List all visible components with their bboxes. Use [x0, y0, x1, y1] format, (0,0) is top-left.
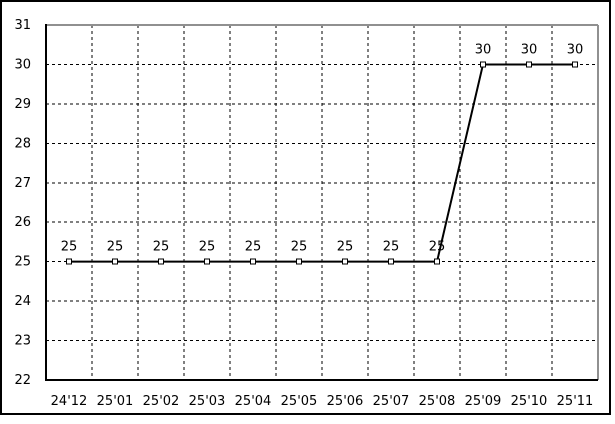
- point-label: 25: [337, 240, 354, 255]
- point-label: 30: [521, 42, 538, 57]
- data-point-marker: [434, 258, 440, 265]
- data-point-marker: [66, 258, 72, 265]
- y-tick-label: 31: [14, 18, 31, 33]
- x-tick-label: 25'06: [327, 394, 364, 409]
- point-label: 25: [199, 240, 216, 255]
- y-tick-label: 23: [14, 334, 31, 349]
- x-tick-label: 25'01: [97, 394, 134, 409]
- x-tick-label: 25'09: [465, 394, 502, 409]
- data-point-marker: [158, 258, 164, 265]
- x-tick-label: 25'03: [189, 394, 226, 409]
- point-label: 25: [429, 240, 446, 255]
- point-label: 30: [567, 42, 584, 57]
- point-label: 25: [107, 240, 124, 255]
- y-tick-label: 27: [14, 176, 31, 191]
- x-tick-label: 24'12: [51, 394, 88, 409]
- point-label: 25: [245, 240, 262, 255]
- x-tick-label: 25'11: [557, 394, 594, 409]
- data-point-marker: [526, 61, 532, 68]
- data-point-marker: [388, 258, 394, 265]
- y-tick-label: 25: [14, 255, 31, 270]
- y-tick-label: 24: [14, 294, 31, 309]
- point-label: 25: [153, 240, 170, 255]
- x-tick-label: 25'02: [143, 394, 180, 409]
- data-point-marker: [112, 258, 118, 265]
- data-point-marker: [480, 61, 486, 68]
- y-tick-label: 28: [14, 136, 31, 151]
- data-line: [69, 63, 575, 263]
- x-tick-label: 25'07: [373, 394, 410, 409]
- x-tick-label: 25'08: [419, 394, 456, 409]
- window-border: [0, 0, 611, 415]
- data-point-marker: [204, 258, 210, 265]
- x-tick-label: 25'04: [235, 394, 272, 409]
- data-point-marker: [572, 61, 578, 68]
- point-label: 25: [383, 240, 400, 255]
- point-label: 25: [61, 240, 78, 255]
- data-point-marker: [250, 258, 256, 265]
- point-label: 25: [291, 240, 308, 255]
- y-tick-label: 30: [14, 57, 31, 72]
- x-tick-label: 25'10: [511, 394, 548, 409]
- y-tick-label: 29: [14, 97, 31, 112]
- data-point-marker: [342, 258, 348, 265]
- y-tick-label: 26: [14, 215, 31, 230]
- y-tick-label: 22: [14, 373, 31, 388]
- point-label: 30: [475, 42, 492, 57]
- x-tick-label: 25'05: [281, 394, 318, 409]
- data-point-marker: [296, 258, 302, 265]
